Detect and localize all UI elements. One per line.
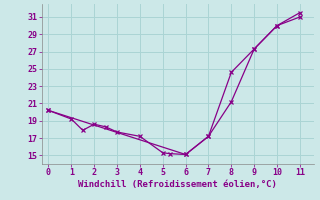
X-axis label: Windchill (Refroidissement éolien,°C): Windchill (Refroidissement éolien,°C) — [78, 180, 277, 189]
